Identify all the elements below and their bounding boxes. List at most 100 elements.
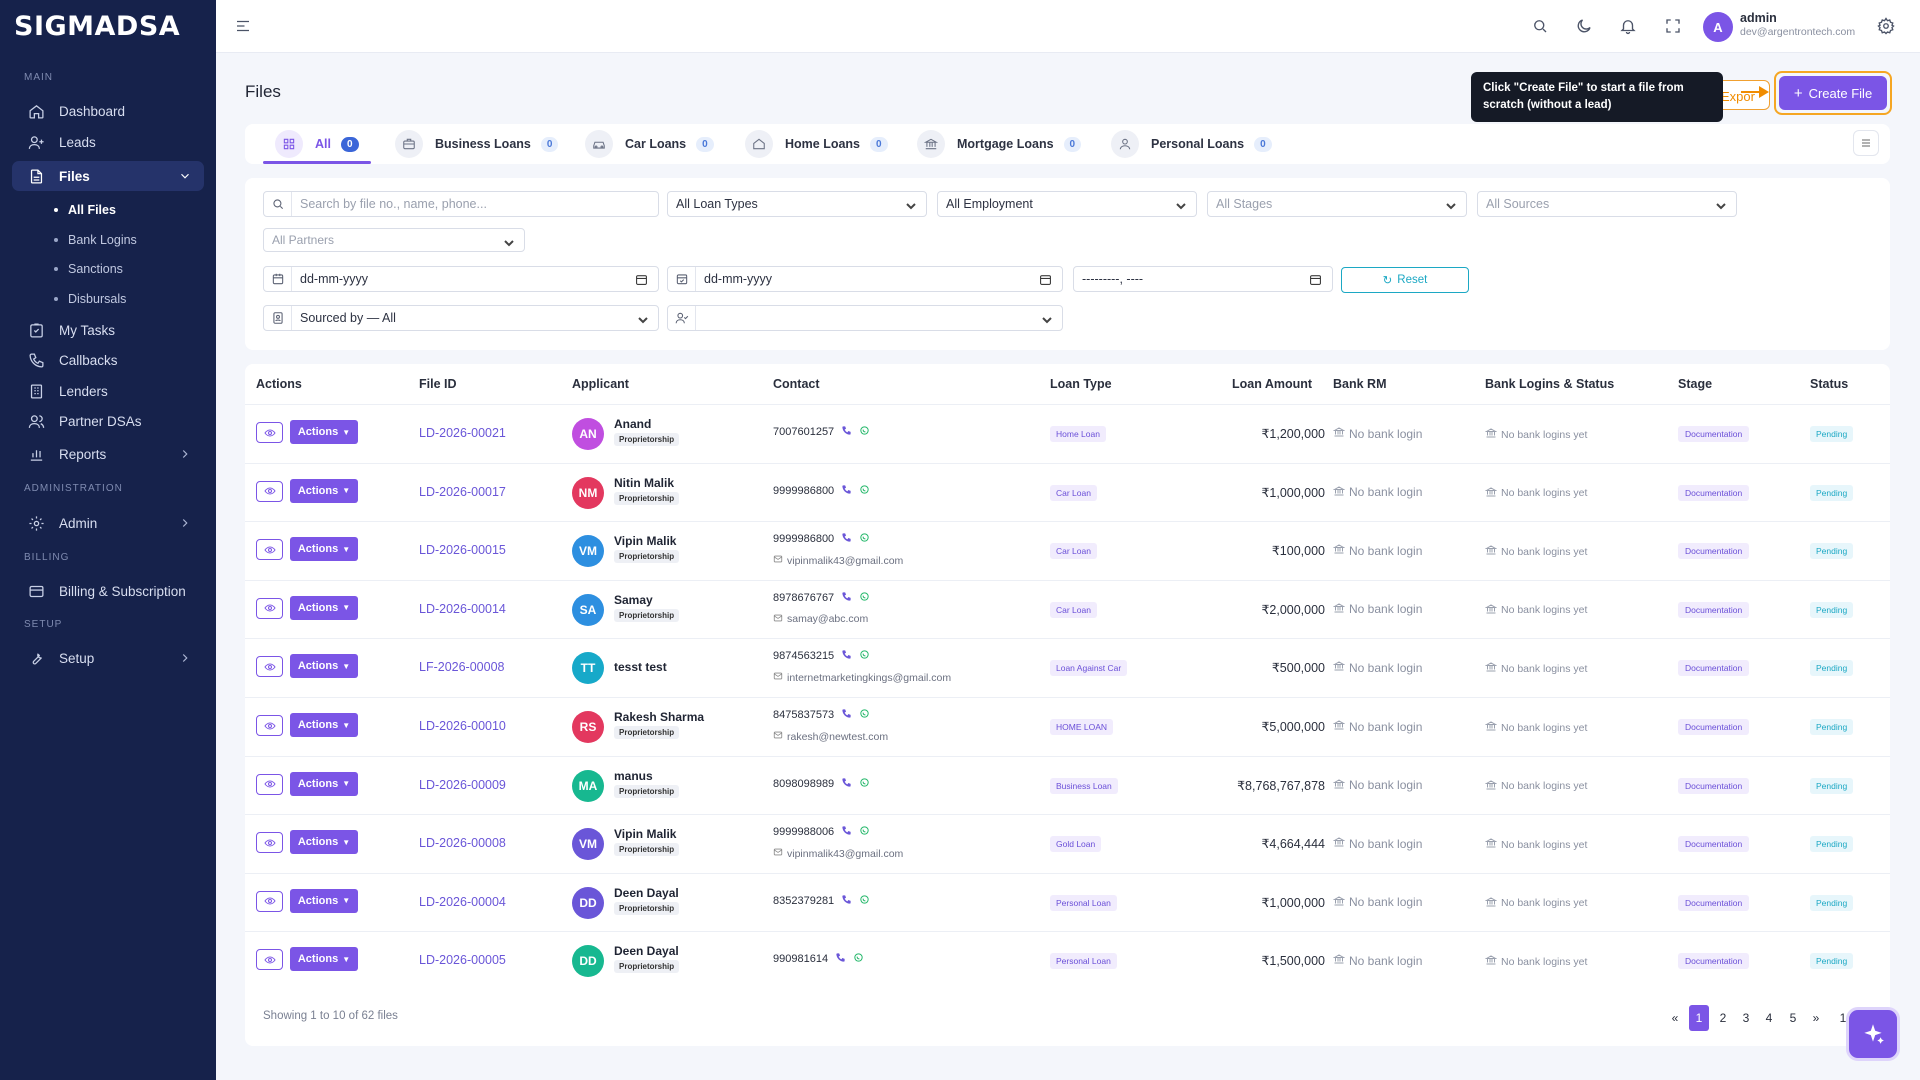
actions-dropdown-button[interactable]: Actions ▼ (290, 888, 358, 913)
date-from-input[interactable]: dd-mm-yyyy (263, 266, 659, 292)
page-button[interactable]: 1 (1689, 1005, 1709, 1031)
whatsapp-icon[interactable] (859, 825, 870, 839)
page-last-button[interactable]: 1( (1839, 1011, 1851, 1025)
file-id-link[interactable]: LD-2026-00017 (419, 484, 506, 499)
actions-dropdown-button[interactable]: Actions ▼ (290, 654, 358, 679)
sidebar-item-admin[interactable]: Admin (12, 508, 204, 538)
actions-dropdown-button[interactable]: Actions ▼ (290, 478, 358, 503)
actions-dropdown-button[interactable]: Actions ▼ (290, 595, 358, 620)
tab-car-loans[interactable]: Car Loans 0 (585, 124, 714, 164)
whatsapp-icon[interactable] (859, 484, 870, 498)
column-header[interactable]: File ID (419, 377, 457, 391)
whatsapp-icon[interactable] (859, 649, 870, 663)
page-button[interactable]: 5 (1789, 1011, 1797, 1025)
file-id-link[interactable]: LD-2026-00015 (419, 543, 506, 558)
applicant-name[interactable]: Deen Dayal (614, 944, 679, 959)
call-icon[interactable] (841, 894, 852, 908)
sidebar-item-partner-dsas[interactable]: Partner DSAs (12, 406, 204, 436)
whatsapp-icon[interactable] (859, 708, 870, 722)
table-row[interactable]: Actions ▼ LD-2026-00004 DD Deen Dayal Proprie… (245, 872, 1890, 931)
call-icon[interactable] (841, 532, 852, 546)
table-row[interactable]: Actions ▼ LD-2026-00021 AN Anand Proprietorsh… (245, 404, 1890, 462)
actions-dropdown-button[interactable]: Actions ▼ (290, 830, 358, 855)
page-button[interactable]: 4 (1765, 1011, 1773, 1025)
call-icon[interactable] (841, 708, 852, 722)
table-row[interactable]: Actions ▼ LD-2026-00015 VM Vipin Malik Propri… (245, 521, 1890, 579)
stages-select[interactable]: All Stages (1207, 191, 1467, 217)
date-to-input[interactable]: dd-mm-yyyy (667, 266, 1063, 292)
column-header[interactable]: Loan Amount (1232, 377, 1313, 391)
actions-dropdown-button[interactable]: Actions ▼ (290, 947, 358, 972)
table-row[interactable]: Actions ▼ LD-2026-00014 SA Samay Proprietorsh… (245, 579, 1890, 638)
call-icon[interactable] (841, 825, 852, 839)
view-button[interactable] (256, 480, 283, 502)
call-icon[interactable] (841, 425, 852, 439)
file-id-link[interactable]: LD-2026-00009 (419, 777, 506, 792)
view-button[interactable] (256, 832, 283, 854)
call-icon[interactable] (841, 777, 852, 791)
whatsapp-icon[interactable] (859, 532, 870, 546)
applicant-name[interactable]: tesst test (614, 660, 667, 675)
page-next-button[interactable]: » (1812, 1011, 1820, 1025)
tab-personal-loans[interactable]: Personal Loans 0 (1111, 124, 1272, 164)
actions-dropdown-button[interactable]: Actions ▼ (290, 713, 358, 737)
actions-dropdown-button[interactable]: Actions ▼ (290, 771, 358, 796)
view-button[interactable] (256, 422, 283, 443)
file-id-link[interactable]: LD-2026-00005 (419, 953, 506, 968)
applicant-name[interactable]: Anand (614, 417, 652, 431)
file-id-link[interactable]: LD-2026-00010 (419, 719, 506, 733)
whatsapp-icon[interactable] (859, 425, 870, 439)
view-button[interactable] (256, 890, 283, 912)
applicant-name[interactable]: Vipin Malik (614, 534, 677, 549)
create-file-button[interactable]: + Create File (1779, 76, 1887, 110)
month-input[interactable]: ---------, ---- (1073, 266, 1333, 292)
bell-icon[interactable] (1617, 15, 1639, 37)
sidebar-item-dashboard[interactable]: Dashboard (12, 96, 204, 126)
file-id-link[interactable]: LD-2026-00008 (419, 836, 506, 851)
whatsapp-icon[interactable] (853, 952, 864, 966)
applicant-name[interactable]: Samay (614, 592, 653, 607)
actions-dropdown-button[interactable]: Actions ▼ (290, 537, 358, 562)
view-button[interactable] (256, 597, 283, 619)
table-row[interactable]: Actions ▼ LD-2026-00008 VM Vipin Malik Propri… (245, 814, 1890, 872)
avatar[interactable]: A (1703, 12, 1733, 42)
ai-assistant-button[interactable] (1846, 1007, 1900, 1061)
search-input[interactable]: Search by file no., name, phone... (263, 191, 659, 217)
applicant-name[interactable]: Deen Dayal (614, 885, 679, 900)
file-id-link[interactable]: LD-2026-00014 (419, 601, 506, 616)
assignee-select[interactable] (667, 305, 1063, 331)
view-button[interactable] (256, 949, 283, 971)
column-header[interactable]: Loan Type (1050, 377, 1112, 391)
user-name[interactable]: admin (1740, 11, 1777, 25)
sidebar-sub-sanctions[interactable]: Sanctions (54, 262, 123, 276)
whatsapp-icon[interactable] (859, 777, 870, 791)
view-button[interactable] (256, 539, 283, 561)
sourced-by-select[interactable]: Sourced by — All (263, 305, 659, 331)
column-header[interactable]: Applicant (572, 377, 629, 391)
whatsapp-icon[interactable] (859, 894, 870, 908)
tabs-settings-button[interactable] (1853, 130, 1879, 156)
applicant-name[interactable]: Vipin Malik (614, 827, 677, 842)
employment-select[interactable]: All Employment (937, 191, 1197, 217)
file-id-link[interactable]: LD-2026-00004 (419, 894, 506, 909)
tab-all[interactable]: All 0 (275, 124, 359, 164)
actions-dropdown-button[interactable]: Actions ▼ (290, 420, 358, 444)
calendar-picker-icon[interactable] (1309, 273, 1322, 286)
reset-button[interactable]: ↻ Reset (1341, 267, 1469, 293)
sources-select[interactable]: All Sources (1477, 191, 1737, 217)
sidebar-item-reports[interactable]: Reports (12, 439, 204, 469)
calendar-picker-icon[interactable] (1039, 273, 1052, 286)
page-button[interactable]: 2 (1719, 1011, 1727, 1025)
app-logo[interactable]: SIGMADSA (14, 10, 181, 42)
loan-type-select[interactable]: All Loan Types (667, 191, 927, 217)
fullscreen-icon[interactable] (1662, 15, 1684, 37)
whatsapp-icon[interactable] (859, 591, 870, 605)
sidebar-item-lenders[interactable]: Lenders (12, 376, 204, 406)
applicant-name[interactable]: Nitin Malik (614, 475, 675, 490)
sidebar-item-files[interactable]: Files (12, 161, 204, 191)
calendar-picker-icon[interactable] (635, 273, 648, 286)
view-button[interactable] (256, 715, 283, 736)
call-icon[interactable] (841, 649, 852, 663)
view-button[interactable] (256, 656, 283, 678)
settings-gear-icon[interactable] (1875, 15, 1897, 37)
